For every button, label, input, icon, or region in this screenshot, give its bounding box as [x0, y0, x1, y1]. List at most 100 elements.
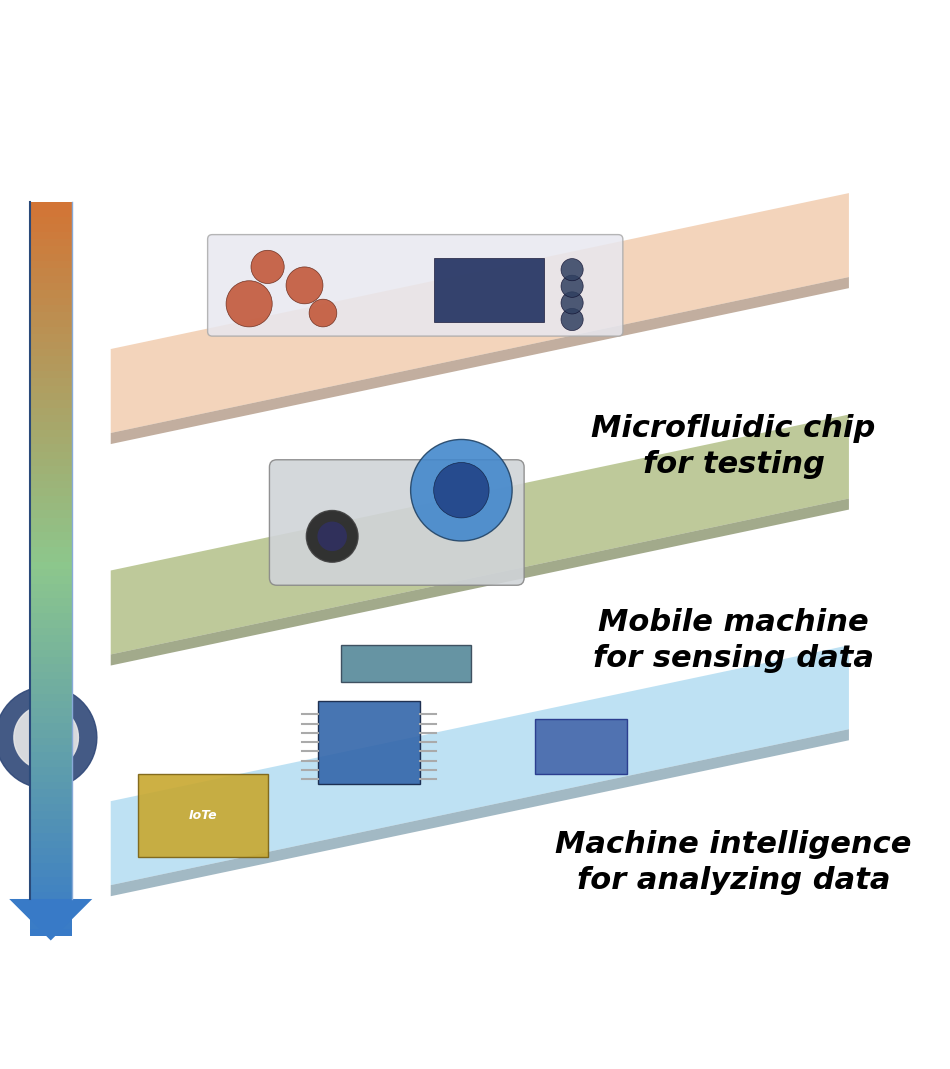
- Bar: [30, 892, 71, 899]
- Bar: [30, 291, 71, 297]
- Circle shape: [410, 439, 512, 541]
- Bar: [30, 283, 71, 291]
- Bar: [30, 422, 71, 430]
- Bar: [30, 540, 71, 547]
- Circle shape: [286, 267, 323, 304]
- Bar: [30, 217, 71, 224]
- Bar: [30, 899, 71, 907]
- Bar: [30, 870, 71, 878]
- Bar: [30, 789, 71, 796]
- Bar: [30, 679, 71, 686]
- Bar: [30, 620, 71, 628]
- Bar: [30, 371, 71, 378]
- Bar: [30, 921, 71, 929]
- Bar: [30, 415, 71, 422]
- Bar: [30, 642, 71, 650]
- Bar: [30, 723, 71, 730]
- Bar: [30, 694, 71, 701]
- Circle shape: [561, 259, 583, 281]
- Bar: [30, 547, 71, 555]
- Bar: [30, 474, 71, 481]
- Text: Machine intelligence
for analyzing data: Machine intelligence for analyzing data: [556, 830, 912, 895]
- Bar: [30, 327, 71, 335]
- Bar: [30, 261, 71, 268]
- Bar: [30, 665, 71, 671]
- Bar: [30, 253, 71, 261]
- Bar: [30, 606, 71, 614]
- Bar: [30, 342, 71, 350]
- Bar: [30, 452, 71, 459]
- Bar: [30, 232, 71, 239]
- Bar: [30, 929, 71, 935]
- Bar: [30, 848, 71, 855]
- Polygon shape: [111, 277, 849, 444]
- Bar: [434, 258, 544, 322]
- Circle shape: [434, 463, 489, 517]
- Circle shape: [561, 292, 583, 314]
- Bar: [30, 532, 71, 540]
- Bar: [341, 646, 470, 682]
- FancyBboxPatch shape: [270, 460, 524, 585]
- Bar: [30, 730, 71, 738]
- Bar: [30, 496, 71, 503]
- Bar: [30, 350, 71, 356]
- Bar: [30, 386, 71, 393]
- Bar: [30, 745, 71, 753]
- Bar: [30, 210, 71, 217]
- Bar: [30, 840, 71, 848]
- Bar: [30, 239, 71, 246]
- Bar: [30, 489, 71, 496]
- Text: Microfluidic chip
for testing: Microfluidic chip for testing: [592, 415, 876, 479]
- Bar: [30, 555, 71, 562]
- Bar: [30, 437, 71, 445]
- Bar: [30, 819, 71, 826]
- Bar: [30, 884, 71, 892]
- Bar: [30, 445, 71, 452]
- Bar: [30, 407, 71, 415]
- Bar: [30, 466, 71, 474]
- Bar: [30, 305, 71, 312]
- Bar: [30, 378, 71, 386]
- Bar: [30, 671, 71, 679]
- Bar: [30, 833, 71, 840]
- Bar: [30, 268, 71, 276]
- Bar: [30, 430, 71, 437]
- Bar: [30, 709, 71, 716]
- Bar: [30, 312, 71, 320]
- Bar: [30, 584, 71, 591]
- Bar: [30, 393, 71, 401]
- Polygon shape: [111, 729, 849, 896]
- Bar: [30, 297, 71, 305]
- Bar: [30, 826, 71, 833]
- Circle shape: [251, 250, 284, 283]
- Text: Mobile machine
for sensing data: Mobile machine for sensing data: [593, 608, 874, 673]
- Bar: [30, 775, 71, 781]
- Bar: [30, 401, 71, 407]
- Bar: [30, 768, 71, 775]
- Bar: [30, 650, 71, 657]
- Bar: [30, 628, 71, 635]
- Bar: [30, 863, 71, 870]
- Text: IoTe: IoTe: [189, 809, 218, 822]
- Bar: [30, 459, 71, 466]
- Bar: [30, 562, 71, 569]
- Bar: [30, 635, 71, 642]
- Bar: [30, 363, 71, 371]
- Bar: [30, 811, 71, 819]
- Circle shape: [309, 299, 337, 327]
- Bar: [30, 907, 71, 914]
- Bar: [30, 276, 71, 283]
- Bar: [139, 774, 268, 857]
- FancyBboxPatch shape: [208, 234, 623, 336]
- Bar: [30, 614, 71, 620]
- Bar: [30, 481, 71, 489]
- Bar: [30, 576, 71, 584]
- Bar: [30, 796, 71, 804]
- Bar: [30, 878, 71, 884]
- Polygon shape: [111, 193, 849, 433]
- Polygon shape: [10, 899, 92, 941]
- Bar: [30, 657, 71, 665]
- Circle shape: [317, 522, 347, 552]
- Bar: [30, 738, 71, 745]
- Bar: [30, 246, 71, 253]
